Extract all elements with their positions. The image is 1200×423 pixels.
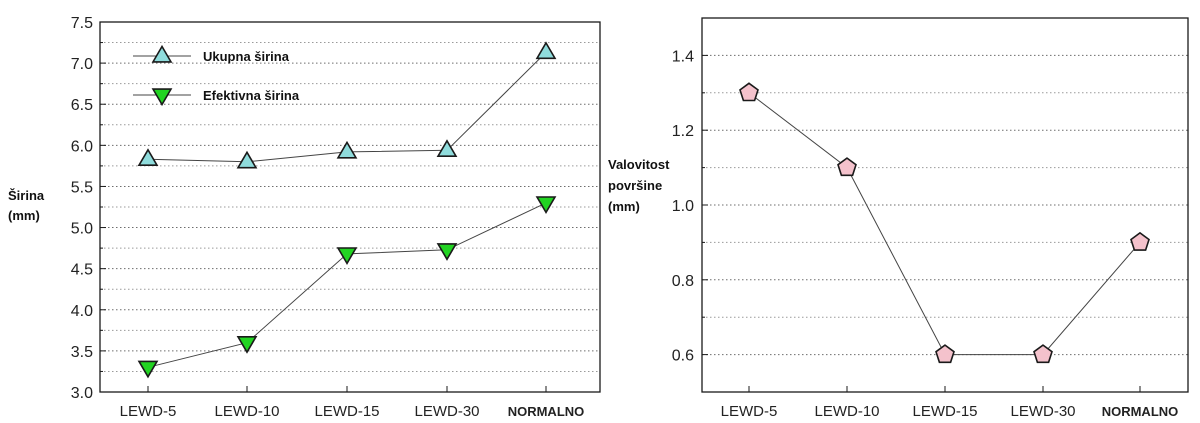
y-tick-label: 5.0 xyxy=(71,221,93,238)
y-axis-label-unit: (mm) xyxy=(608,199,640,214)
x-category-label: NORMALNO xyxy=(508,404,585,419)
x-category-label: LEWD-30 xyxy=(1010,403,1075,420)
x-category-label: LEWD-15 xyxy=(314,403,379,420)
y-tick-label: 0.8 xyxy=(672,273,694,290)
y-tick-label: 7.5 xyxy=(71,15,93,32)
y-tick-label: 0.6 xyxy=(672,348,694,365)
legend-label: Ukupna širina xyxy=(203,49,290,64)
y-tick-label: 3.5 xyxy=(71,344,93,361)
x-category-label: LEWD-5 xyxy=(120,403,177,420)
data-point-efektivna xyxy=(137,360,159,379)
series-line-efektivna xyxy=(147,202,547,368)
data-point-ukupna xyxy=(336,140,358,159)
y-tick-label: 4.5 xyxy=(71,262,93,279)
data-point-efektivna xyxy=(535,196,557,214)
legend-marker-icon xyxy=(151,88,173,107)
y-axis-label: Valovitost xyxy=(608,157,670,172)
x-category-label: LEWD-15 xyxy=(912,403,977,420)
series-line-waviness xyxy=(748,92,1141,356)
data-point-ukupna xyxy=(535,41,557,60)
y-tick-label: 1.0 xyxy=(672,198,694,215)
y-axis-label-unit: (mm) xyxy=(8,208,40,223)
y-tick-label: 4.0 xyxy=(71,303,93,320)
x-category-label: LEWD-10 xyxy=(814,403,879,420)
x-category-label: NORMALNO xyxy=(1102,404,1179,419)
x-category-label: LEWD-30 xyxy=(414,403,479,420)
data-point-waviness xyxy=(935,344,955,364)
data-point-waviness xyxy=(837,157,857,177)
data-point-efektivna xyxy=(336,247,358,265)
y-tick-label: 6.5 xyxy=(71,97,93,114)
data-point-ukupna xyxy=(436,139,458,157)
data-point-ukupna xyxy=(236,150,258,169)
chart-width: 3.0 3.5 4.0 4.5 5.0 5.5 6.0 6.5 7.0 7.5 LEWD-5 LEWD… xyxy=(8,15,601,420)
data-point-waviness xyxy=(739,82,759,102)
y-tick-label: 1.2 xyxy=(672,123,694,140)
x-category-label: LEWD-5 xyxy=(721,403,778,420)
chart-surface-waviness: 0.6 0.8 1.0 1.2 1.4 LEWD-5 LEWD-10 LEWD-15 LEWD-… xyxy=(608,17,1189,420)
y-tick-label: 5.5 xyxy=(71,179,93,196)
data-point-waviness xyxy=(1130,231,1150,251)
x-category-label: LEWD-10 xyxy=(214,403,279,420)
data-point-efektivna xyxy=(436,243,458,261)
data-point-efektivna xyxy=(236,335,258,354)
y-axis-label-2: površine xyxy=(608,178,662,193)
legend-marker-icon xyxy=(151,44,173,63)
y-tick-label: 3.0 xyxy=(71,385,93,402)
data-point-ukupna xyxy=(137,148,159,166)
data-point-waviness xyxy=(1033,344,1053,364)
legend-label: Efektivna širina xyxy=(203,88,300,103)
y-tick-label: 1.4 xyxy=(672,48,694,65)
y-tick-label: 7.0 xyxy=(71,56,93,73)
y-tick-label: 6.0 xyxy=(71,138,93,155)
y-axis-label: Širina xyxy=(8,188,45,203)
